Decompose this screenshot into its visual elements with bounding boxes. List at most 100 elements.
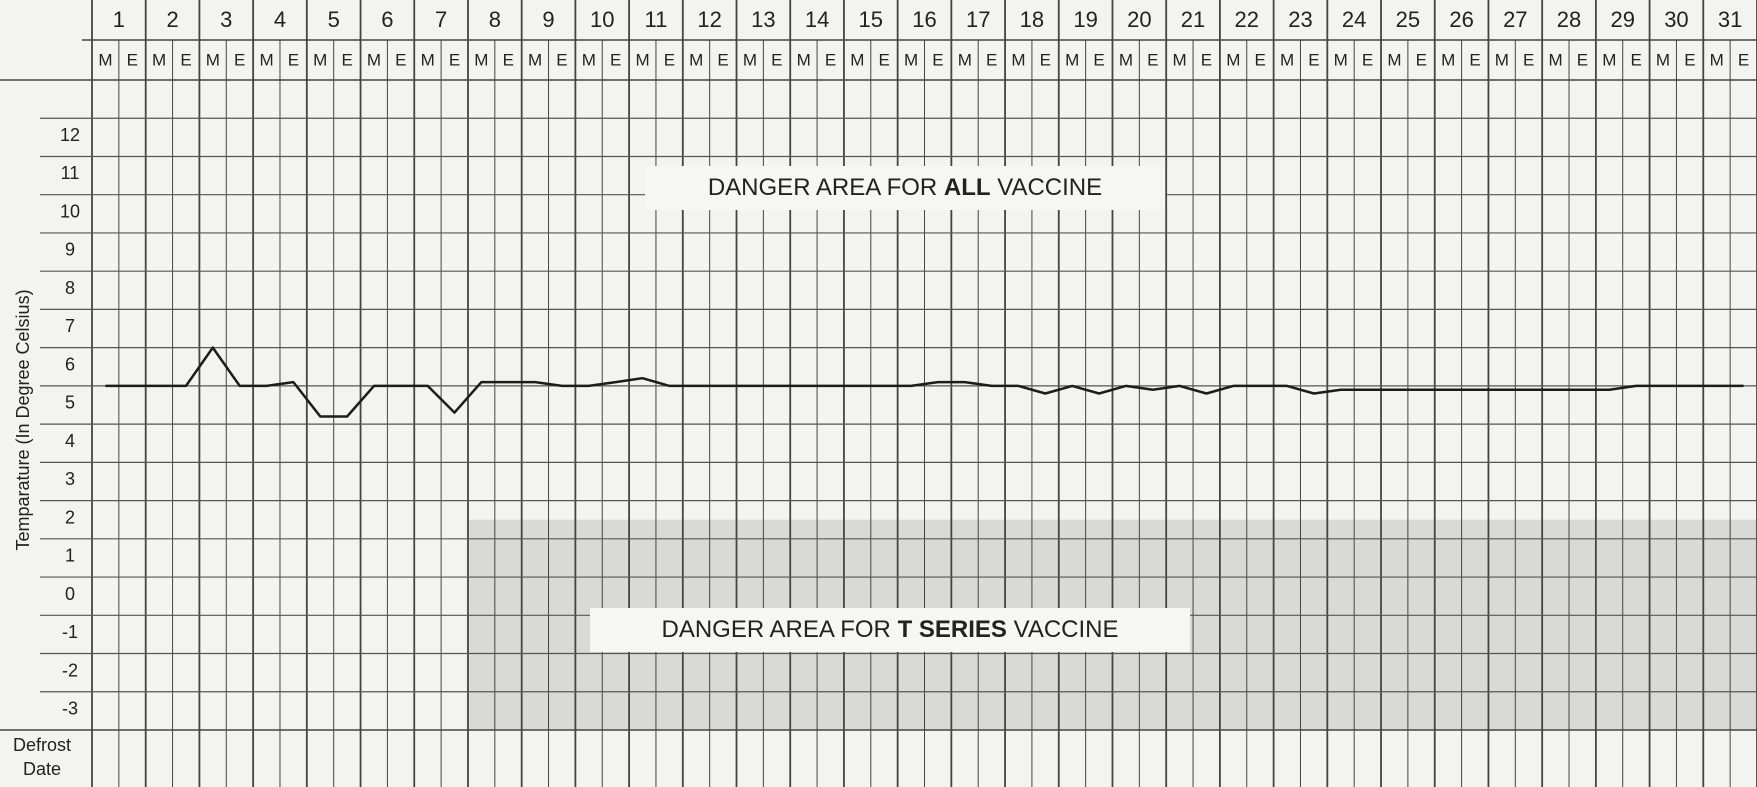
- day-label: 5: [328, 7, 340, 32]
- slot-label: M: [1495, 50, 1509, 69]
- slot-label: M: [1226, 50, 1240, 69]
- slot-label: E: [1255, 50, 1266, 69]
- slot-label: M: [152, 50, 166, 69]
- slot-label: E: [610, 50, 621, 69]
- day-label: 31: [1718, 7, 1742, 32]
- slot-label: M: [1334, 50, 1348, 69]
- y-tick-label: 4: [65, 431, 75, 451]
- slot-label: E: [664, 50, 675, 69]
- slot-label: M: [98, 50, 112, 69]
- slot-label: E: [1147, 50, 1158, 69]
- slot-label: M: [1549, 50, 1563, 69]
- slot-label: E: [1738, 50, 1749, 69]
- slot-label: E: [825, 50, 836, 69]
- day-label: 19: [1073, 7, 1097, 32]
- slot-label: M: [743, 50, 757, 69]
- y-tick-label: -1: [62, 622, 78, 642]
- slot-label: M: [313, 50, 327, 69]
- slot-label: M: [1710, 50, 1724, 69]
- y-tick-label: 8: [65, 278, 75, 298]
- slot-label: E: [1040, 50, 1051, 69]
- slot-label: E: [771, 50, 782, 69]
- danger-bold: ALL: [944, 174, 991, 201]
- day-label: 8: [489, 7, 501, 32]
- y-tick-label: 6: [65, 354, 75, 374]
- slot-label: M: [1387, 50, 1401, 69]
- slot-label: M: [474, 50, 488, 69]
- slot-label: E: [1308, 50, 1319, 69]
- label-background: [590, 608, 1190, 652]
- slot-label: E: [180, 50, 191, 69]
- y-tick-label: 2: [65, 507, 75, 527]
- day-label: 16: [912, 7, 936, 32]
- day-label: 27: [1503, 7, 1527, 32]
- slot-label: E: [1469, 50, 1480, 69]
- danger-all-text: DANGER AREA FOR ALL VACCINE: [708, 174, 1102, 201]
- day-label: 28: [1557, 7, 1581, 32]
- danger-all: DANGER AREA FOR ALL VACCINE: [645, 166, 1165, 210]
- slot-label: E: [234, 50, 245, 69]
- day-label: 12: [697, 7, 721, 32]
- label-background: [645, 166, 1165, 210]
- slot-label: M: [1065, 50, 1079, 69]
- danger-suffix: VACCINE: [1014, 616, 1119, 643]
- danger-t-series: DANGER AREA FOR T SERIES VACCINE: [590, 608, 1190, 652]
- slot-label: E: [1416, 50, 1427, 69]
- slot-label: E: [556, 50, 567, 69]
- day-label: 10: [590, 7, 614, 32]
- slot-label: E: [986, 50, 997, 69]
- y-axis-label: Temparature (In Degree Celsius): [13, 289, 33, 550]
- y-tick-label: 12: [60, 125, 80, 145]
- day-label: 22: [1235, 7, 1259, 32]
- slot-label: E: [717, 50, 728, 69]
- slot-label: M: [1441, 50, 1455, 69]
- day-label: 25: [1396, 7, 1420, 32]
- slot-label: M: [259, 50, 273, 69]
- slot-label: M: [689, 50, 703, 69]
- slot-label: E: [341, 50, 352, 69]
- slot-label: E: [1684, 50, 1695, 69]
- slot-label: M: [904, 50, 918, 69]
- slot-label: E: [879, 50, 890, 69]
- danger-bold: T SERIES: [898, 616, 1007, 643]
- slot-label: M: [958, 50, 972, 69]
- day-label: 7: [435, 7, 447, 32]
- day-label: 4: [274, 7, 286, 32]
- slot-label: M: [206, 50, 220, 69]
- slot-label: M: [1011, 50, 1025, 69]
- slot-label: E: [1577, 50, 1588, 69]
- slot-label: M: [582, 50, 596, 69]
- slot-label: M: [1602, 50, 1616, 69]
- day-label: 26: [1449, 7, 1473, 32]
- day-label: 18: [1020, 7, 1044, 32]
- slot-label: M: [528, 50, 542, 69]
- slot-label: M: [421, 50, 435, 69]
- day-label: 30: [1664, 7, 1688, 32]
- y-tick-label: 1: [65, 546, 75, 566]
- day-label: 9: [542, 7, 554, 32]
- danger-prefix: DANGER AREA FOR: [662, 616, 891, 643]
- defrost-label: Defrost: [13, 735, 71, 755]
- slot-label: E: [1093, 50, 1104, 69]
- y-tick-label: 0: [65, 584, 75, 604]
- day-label: 17: [966, 7, 990, 32]
- slot-label: M: [850, 50, 864, 69]
- slot-label: E: [1201, 50, 1212, 69]
- slot-label: E: [932, 50, 943, 69]
- slot-label: E: [503, 50, 514, 69]
- slot-label: M: [367, 50, 381, 69]
- slot-label: M: [797, 50, 811, 69]
- slot-label: E: [1362, 50, 1373, 69]
- slot-label: E: [127, 50, 138, 69]
- day-label: 21: [1181, 7, 1205, 32]
- y-tick-label: -2: [62, 660, 78, 680]
- slot-label: M: [1280, 50, 1294, 69]
- slot-label: E: [395, 50, 406, 69]
- slot-label: M: [1173, 50, 1187, 69]
- day-label: 20: [1127, 7, 1151, 32]
- y-tick-label: -3: [62, 699, 78, 719]
- temperature-line: [105, 346, 1744, 418]
